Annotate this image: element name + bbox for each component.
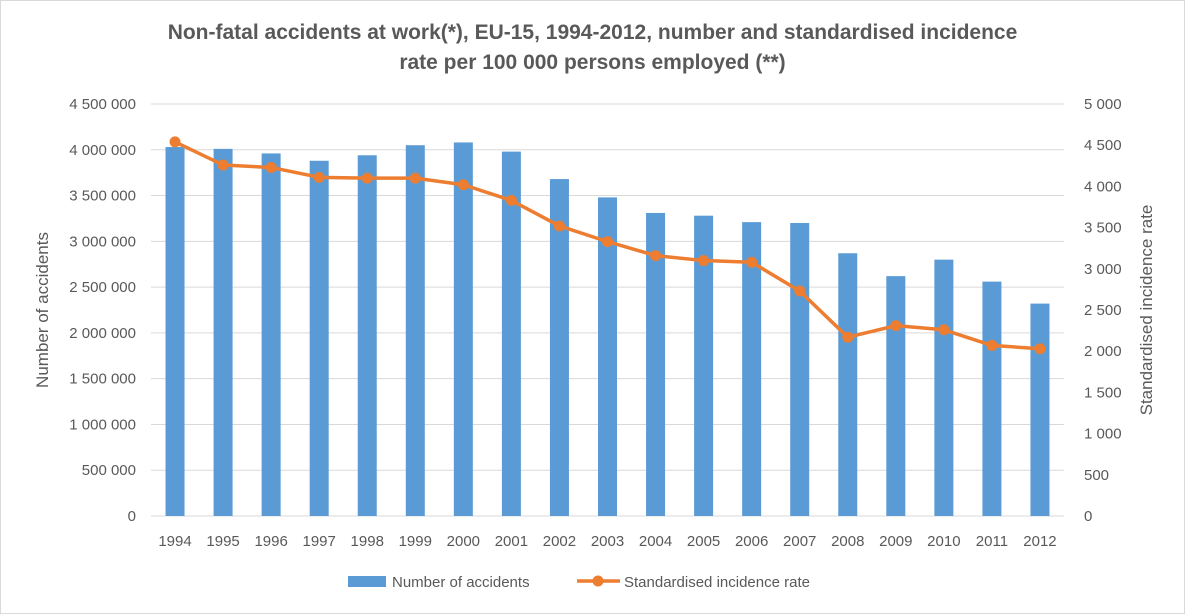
bar-1994 bbox=[165, 147, 185, 516]
chart-title-line1: Non-fatal accidents at work(*), EU-15, 1… bbox=[167, 21, 1018, 44]
line-point-1999 bbox=[409, 172, 421, 184]
left-axis-tick-label: 3 500 000 bbox=[69, 188, 136, 205]
chart-title: Non-fatal accidents at work(*), EU-15, 1… bbox=[0, 18, 1185, 78]
right-axis-tick-label: 1 000 bbox=[1084, 426, 1122, 443]
bar-2006 bbox=[742, 222, 762, 516]
bar-series-number-of-accidents bbox=[165, 142, 1050, 517]
x-axis-tick-label: 2012 bbox=[1023, 533, 1056, 550]
line-point-2003 bbox=[602, 236, 613, 248]
right-axis-ticks: 0 500 1 000 1 500 2 000 2 500 3 000 3 500 4 000 4… bbox=[1084, 96, 1122, 525]
left-axis-tick-label: 0 bbox=[128, 508, 136, 525]
bar-2007 bbox=[790, 223, 810, 516]
line-point-2012 bbox=[1034, 343, 1046, 355]
x-axis-ticks: 1994 1995 1996 1997 1998 1999 2000 2001 2002 2003… bbox=[158, 533, 1056, 550]
right-axis-tick-label: 3 500 bbox=[1084, 220, 1122, 237]
x-axis-tick-label: 2007 bbox=[783, 533, 816, 550]
x-axis-tick-label: 2008 bbox=[831, 533, 864, 550]
legend-marker-icon bbox=[592, 575, 604, 587]
bar-2004 bbox=[646, 212, 666, 516]
line-point-2004 bbox=[650, 250, 662, 262]
legend-swatch-bar bbox=[348, 576, 386, 587]
x-axis-tick-label: 2000 bbox=[447, 533, 480, 550]
line-point-1995 bbox=[217, 159, 229, 171]
bar-1999 bbox=[405, 145, 425, 516]
legend-label-number-of-accidents: Number of accidents bbox=[392, 574, 530, 591]
right-axis-tick-label: 2 000 bbox=[1084, 343, 1122, 360]
line-point-1997 bbox=[313, 171, 325, 183]
bar-1996 bbox=[261, 153, 281, 516]
x-axis-tick-label: 2009 bbox=[879, 533, 912, 550]
line-point-2005 bbox=[698, 255, 710, 267]
bar-2005 bbox=[694, 215, 714, 516]
bar-2012 bbox=[1030, 303, 1050, 516]
bar-2008 bbox=[838, 253, 858, 517]
chart-title-line2: rate per 100 000 persons employed (**) bbox=[399, 51, 786, 74]
x-axis-tick-label: 2006 bbox=[735, 533, 768, 550]
right-axis-tick-label: 1 500 bbox=[1084, 384, 1122, 401]
x-axis-tick-label: 1998 bbox=[351, 533, 384, 550]
left-axis-tick-label: 3 000 000 bbox=[69, 233, 136, 250]
right-axis-tick-label: 3 000 bbox=[1084, 261, 1122, 278]
bar-2003 bbox=[598, 197, 617, 517]
x-axis-tick-label: 2002 bbox=[543, 533, 576, 550]
line-point-2011 bbox=[986, 339, 998, 351]
line-point-2010 bbox=[938, 324, 950, 336]
bar-1997 bbox=[309, 160, 329, 516]
bar-2009 bbox=[886, 276, 906, 516]
right-axis-tick-label: 500 bbox=[1084, 467, 1109, 484]
x-axis-tick-label: 2010 bbox=[927, 533, 960, 550]
x-axis-tick-label: 2001 bbox=[495, 533, 528, 550]
left-axis-tick-label: 4 000 000 bbox=[69, 142, 136, 159]
right-axis-tick-label: 2 500 bbox=[1084, 302, 1122, 319]
left-axis-tick-label: 4 500 000 bbox=[69, 96, 136, 113]
left-axis-tick-label: 1 000 000 bbox=[69, 416, 136, 433]
x-axis-tick-label: 1997 bbox=[302, 533, 335, 550]
line-point-1998 bbox=[361, 172, 373, 184]
x-axis-tick-label: 1994 bbox=[158, 533, 191, 550]
bar-2010 bbox=[934, 259, 954, 516]
x-axis-tick-label: 1996 bbox=[254, 533, 287, 550]
bar-1998 bbox=[357, 155, 377, 516]
left-axis-tick-label: 500 000 bbox=[82, 462, 136, 479]
left-axis-tick-label: 2 000 000 bbox=[69, 325, 136, 342]
right-axis-tick-label: 5 000 bbox=[1084, 96, 1122, 113]
line-series-incidence-rate bbox=[169, 136, 1046, 355]
x-axis-tick-label: 1999 bbox=[399, 533, 432, 550]
right-axis-title: Standardised incidence rate bbox=[1137, 205, 1156, 416]
x-axis-tick-label: 1995 bbox=[206, 533, 239, 550]
bar-2002 bbox=[549, 179, 569, 516]
right-axis-tick-label: 0 bbox=[1084, 508, 1092, 525]
left-axis-tick-label: 2 500 000 bbox=[69, 279, 136, 296]
line-point-2006 bbox=[746, 256, 758, 268]
right-axis-tick-label: 4 500 bbox=[1084, 137, 1122, 154]
line-point-2000 bbox=[457, 179, 469, 191]
bar-1995 bbox=[213, 148, 233, 516]
bar-2000 bbox=[453, 142, 473, 516]
bar-2011 bbox=[982, 281, 1002, 516]
line-point-2001 bbox=[505, 194, 517, 206]
bar-2001 bbox=[501, 151, 521, 516]
line-point-1996 bbox=[265, 161, 277, 173]
line-point-2008 bbox=[842, 331, 854, 343]
x-axis-tick-label: 2003 bbox=[591, 533, 624, 550]
x-axis-tick-label: 2004 bbox=[639, 533, 672, 550]
right-axis-tick-label: 4 000 bbox=[1084, 178, 1122, 195]
legend: Number of accidents Standardised inciden… bbox=[348, 574, 810, 591]
x-axis-tick-label: 2011 bbox=[976, 533, 1008, 550]
left-axis-tick-label: 1 500 000 bbox=[69, 371, 136, 388]
line-point-2002 bbox=[553, 220, 565, 232]
line-point-1994 bbox=[169, 136, 181, 148]
legend-label-incidence-rate: Standardised incidence rate bbox=[624, 574, 810, 591]
left-axis-ticks: 0 500 000 1 000 000 1 500 000 2 000 000 2 500… bbox=[69, 96, 136, 525]
left-axis-title: Number of accidents bbox=[33, 232, 52, 388]
x-axis-tick-label: 2005 bbox=[687, 533, 720, 550]
line-point-2007 bbox=[794, 285, 806, 297]
line-point-2009 bbox=[890, 320, 902, 332]
